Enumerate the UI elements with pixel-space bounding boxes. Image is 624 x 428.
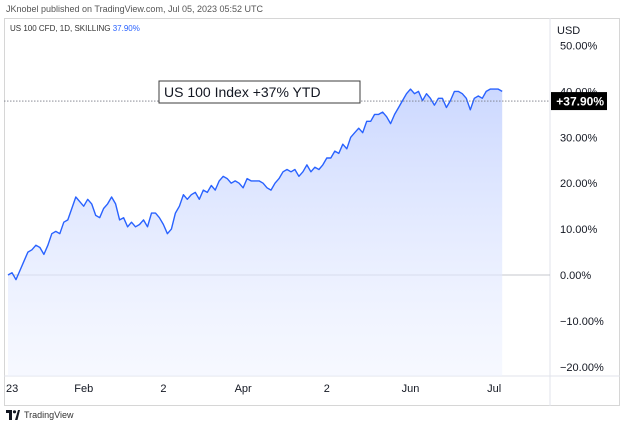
y-tick-label: 0.00% xyxy=(560,270,591,282)
y-tick-label: 20.00% xyxy=(560,178,598,190)
y-tick-label: −10.00% xyxy=(560,316,604,328)
symbol-name: US 100 CFD, 1D, SKILLING xyxy=(10,24,111,33)
chart-frame xyxy=(4,18,620,406)
last-price-badge-bg xyxy=(551,92,607,111)
x-tick-label: 2 xyxy=(160,383,166,395)
annotation-callout[interactable]: US 100 Index +37% YTD xyxy=(158,80,361,104)
tradingview-logo-icon xyxy=(6,410,20,420)
currency-label[interactable]: USD xyxy=(557,25,581,37)
footer-brand-label: TradingView xyxy=(24,410,74,420)
x-tick-label: 23 xyxy=(6,383,18,395)
annotation-text: US 100 Index +37% YTD xyxy=(164,84,321,100)
footer-brand[interactable]: TradingView xyxy=(6,410,74,420)
x-tick-label: Jul xyxy=(487,383,501,395)
y-tick-label: 10.00% xyxy=(560,224,598,236)
symbol-last-value: 37.90% xyxy=(112,24,140,33)
price-line-series[interactable] xyxy=(7,88,503,281)
x-tick-label: Feb xyxy=(74,383,93,395)
x-tick-label: Jun xyxy=(402,383,420,395)
y-tick-label: −20.00% xyxy=(560,362,604,374)
y-tick-label: 30.00% xyxy=(560,132,598,144)
annotation-box xyxy=(158,80,361,104)
y-tick-label: 50.00% xyxy=(560,41,598,53)
symbol-legend[interactable]: US 100 CFD, 1D, SKILLING 37.90% xyxy=(10,24,140,33)
x-tick-label: Apr xyxy=(235,383,252,395)
price-area-fill xyxy=(8,89,503,376)
x-tick-label: 2 xyxy=(324,383,330,395)
last-price-badge-label: +37.90% xyxy=(556,95,604,109)
publisher-info: JKnobel published on TradingView.com, Ju… xyxy=(6,4,263,14)
last-price-badge: +37.90% xyxy=(551,92,607,111)
